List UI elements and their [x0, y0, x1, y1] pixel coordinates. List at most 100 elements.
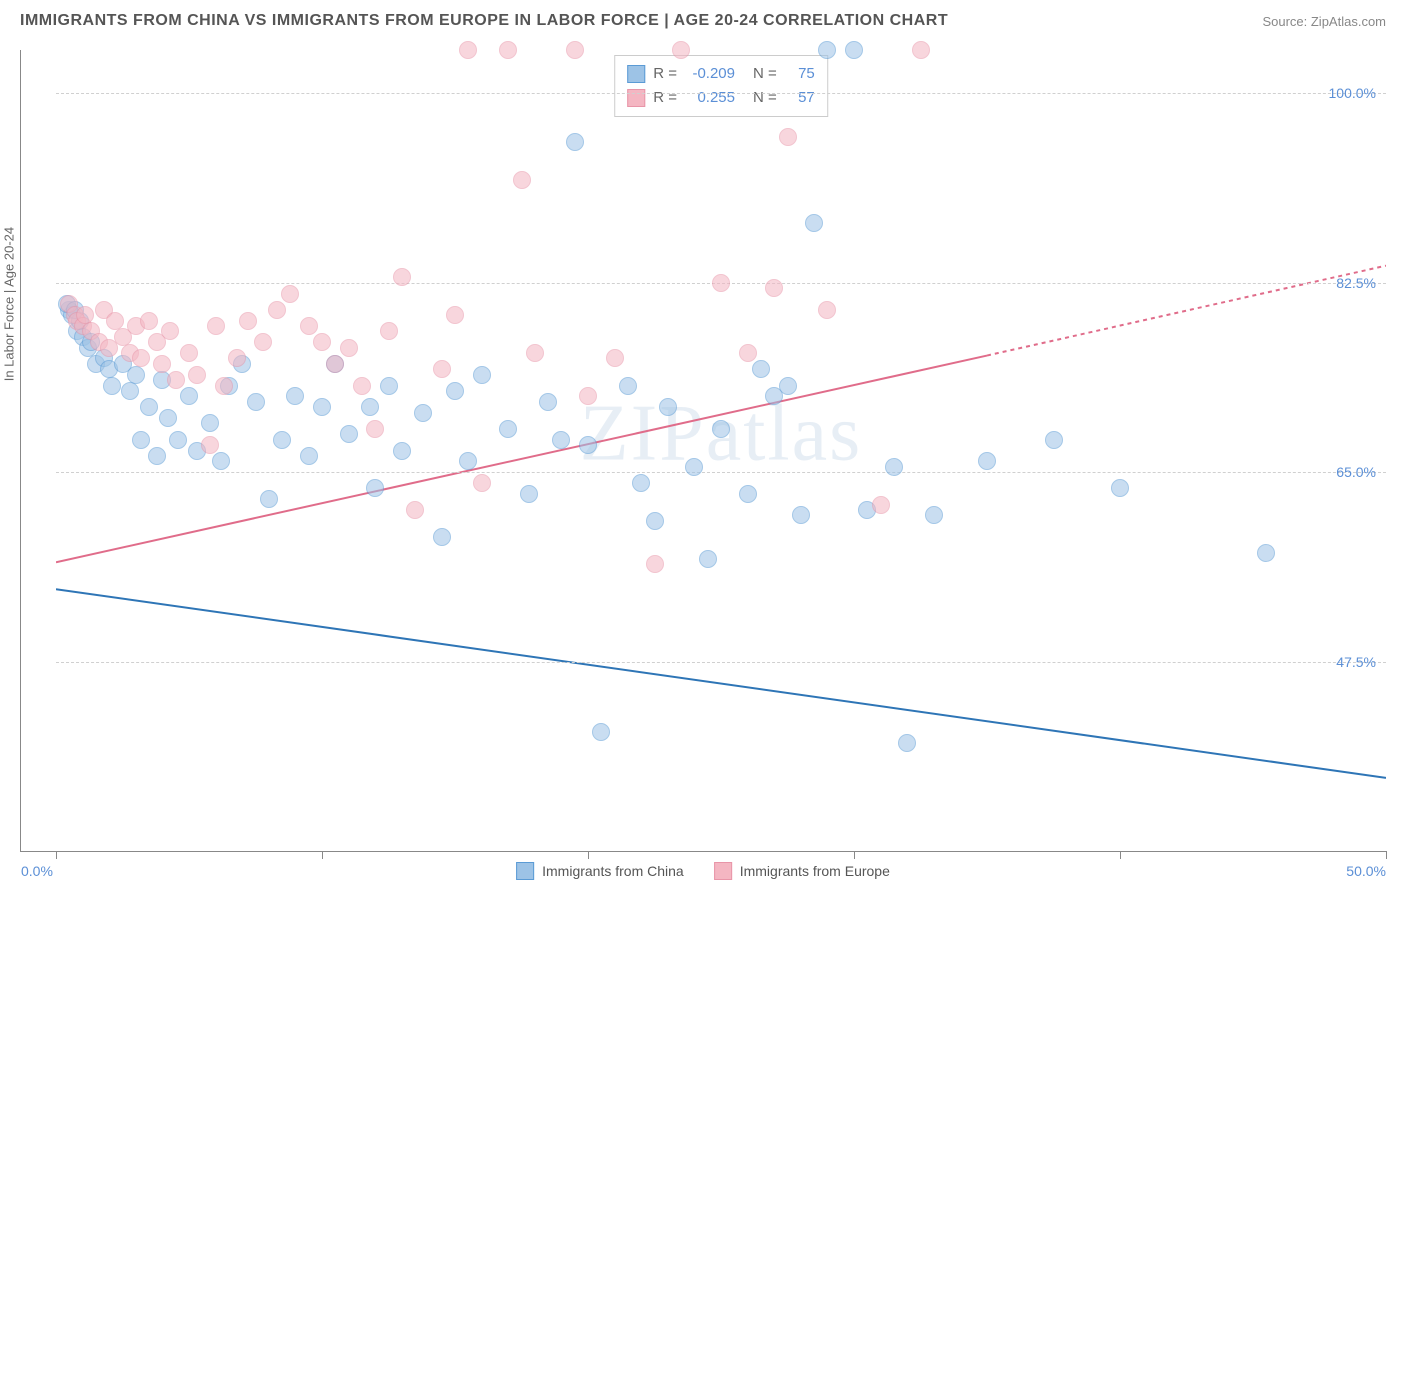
scatter-point	[499, 41, 517, 59]
scatter-point	[433, 528, 451, 546]
scatter-point	[313, 333, 331, 351]
legend-item: Immigrants from Europe	[714, 862, 890, 880]
scatter-point	[818, 41, 836, 59]
scatter-point	[393, 268, 411, 286]
plot-area: ZIPatlas R =-0.209N =75R =0.255N =57 47.…	[56, 50, 1386, 851]
scatter-point	[380, 322, 398, 340]
scatter-point	[273, 431, 291, 449]
legend-swatch	[627, 65, 645, 83]
scatter-point	[632, 474, 650, 492]
x-tick	[854, 851, 855, 859]
scatter-point	[281, 285, 299, 303]
x-tick	[56, 851, 57, 859]
scatter-point	[433, 360, 451, 378]
trend-lines	[56, 50, 1386, 1380]
source-attribution: Source: ZipAtlas.com	[1262, 14, 1386, 29]
scatter-point	[353, 377, 371, 395]
scatter-point	[161, 322, 179, 340]
y-axis-label: In Labor Force | Age 20-24	[2, 226, 17, 380]
y-tick-label: 65.0%	[1336, 464, 1376, 480]
scatter-point	[260, 490, 278, 508]
scatter-point	[268, 301, 286, 319]
scatter-point	[361, 398, 379, 416]
scatter-point	[739, 344, 757, 362]
scatter-point	[699, 550, 717, 568]
x-axis-min-label: 0.0%	[21, 863, 53, 879]
scatter-point	[566, 133, 584, 151]
scatter-point	[646, 512, 664, 530]
scatter-point	[393, 442, 411, 460]
scatter-point	[169, 431, 187, 449]
x-tick	[1386, 851, 1387, 859]
scatter-point	[300, 317, 318, 335]
chart-title: IMMIGRANTS FROM CHINA VS IMMIGRANTS FROM…	[20, 12, 948, 30]
scatter-point	[340, 339, 358, 357]
legend-r-label: R =	[653, 62, 677, 86]
scatter-point	[140, 312, 158, 330]
scatter-point	[247, 393, 265, 411]
scatter-point	[153, 355, 171, 373]
scatter-point	[132, 431, 150, 449]
gridline	[56, 93, 1386, 94]
gridline	[56, 662, 1386, 663]
scatter-point	[459, 452, 477, 470]
scatter-point	[779, 377, 797, 395]
scatter-point	[659, 398, 677, 416]
x-tick	[1120, 851, 1121, 859]
scatter-point	[300, 447, 318, 465]
correlation-legend: R =-0.209N =75R =0.255N =57	[614, 55, 828, 117]
x-tick	[588, 851, 589, 859]
legend-r-value: 0.255	[685, 86, 735, 110]
scatter-point	[286, 387, 304, 405]
scatter-point	[805, 214, 823, 232]
scatter-point	[459, 41, 477, 59]
scatter-point	[925, 506, 943, 524]
scatter-point	[752, 360, 770, 378]
scatter-point	[446, 306, 464, 324]
legend-n-label: N =	[753, 86, 777, 110]
scatter-point	[579, 387, 597, 405]
scatter-point	[207, 317, 225, 335]
scatter-point	[215, 377, 233, 395]
scatter-point	[566, 41, 584, 59]
scatter-point	[239, 312, 257, 330]
scatter-point	[326, 355, 344, 373]
scatter-point	[446, 382, 464, 400]
scatter-point	[712, 420, 730, 438]
x-axis-max-label: 50.0%	[1346, 863, 1386, 879]
scatter-point	[340, 425, 358, 443]
scatter-point	[380, 377, 398, 395]
gridline	[56, 472, 1386, 473]
scatter-point	[818, 301, 836, 319]
scatter-point	[739, 485, 757, 503]
scatter-point	[765, 279, 783, 297]
scatter-point	[313, 398, 331, 416]
chart-container: In Labor Force | Age 20-24 ZIPatlas R =-…	[20, 50, 1386, 852]
scatter-point	[898, 734, 916, 752]
legend-label: Immigrants from Europe	[740, 863, 890, 879]
scatter-point	[513, 171, 531, 189]
scatter-point	[414, 404, 432, 422]
scatter-point	[712, 274, 730, 292]
x-tick	[322, 851, 323, 859]
scatter-point	[526, 344, 544, 362]
legend-swatch	[714, 862, 732, 880]
scatter-point	[685, 458, 703, 476]
scatter-point	[188, 366, 206, 384]
scatter-point	[473, 366, 491, 384]
scatter-point	[552, 431, 570, 449]
scatter-point	[885, 458, 903, 476]
legend-n-value: 57	[785, 86, 815, 110]
scatter-point	[103, 377, 121, 395]
legend-label: Immigrants from China	[542, 863, 684, 879]
scatter-point	[606, 349, 624, 367]
scatter-point	[201, 436, 219, 454]
scatter-point	[167, 371, 185, 389]
scatter-point	[845, 41, 863, 59]
scatter-point	[366, 420, 384, 438]
scatter-point	[912, 41, 930, 59]
scatter-point	[406, 501, 424, 519]
scatter-point	[148, 447, 166, 465]
scatter-point	[121, 382, 139, 400]
legend-swatch	[516, 862, 534, 880]
